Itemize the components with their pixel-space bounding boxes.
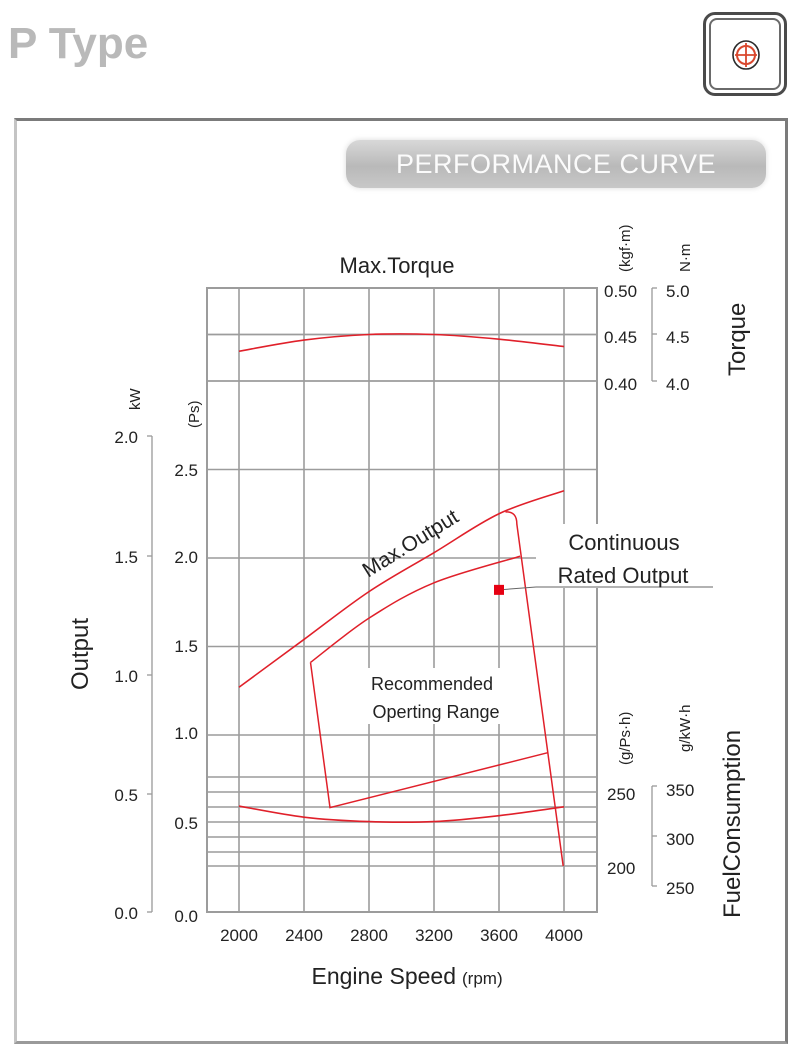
fuel-curve bbox=[238, 805, 565, 824]
max-output-curve bbox=[238, 489, 565, 688]
torque-unit-nm: N·m bbox=[677, 244, 694, 272]
axes bbox=[147, 287, 657, 913]
fuel-unit-gpsh: (g/Ps·h) bbox=[617, 712, 634, 765]
rated-point-marker bbox=[494, 584, 504, 595]
range-lower-boundary bbox=[309, 662, 548, 809]
kw-tick-0-0: 0.0 bbox=[114, 904, 138, 923]
page-title: P Type bbox=[8, 19, 149, 68]
plot-border bbox=[206, 287, 598, 913]
performance-curve-banner: PERFORMANCE CURVE bbox=[346, 140, 766, 188]
rated-label-line2: Rated Output bbox=[558, 563, 689, 588]
x-tick-2400: 2400 bbox=[285, 926, 323, 945]
torque-nm-tick-40: 4.0 bbox=[666, 375, 690, 394]
output-unit-kw: kW bbox=[127, 388, 144, 411]
x-tick-4000: 4000 bbox=[545, 926, 583, 945]
range-label-line2: Operting Range bbox=[372, 702, 499, 722]
range-label-line1: Recommended bbox=[371, 674, 493, 694]
x-tick-2800: 2800 bbox=[350, 926, 388, 945]
torque-tick-045: 0.45 bbox=[604, 328, 637, 347]
x-tick-3600: 3600 bbox=[480, 926, 518, 945]
ps-tick-2-5: 2.5 bbox=[174, 461, 198, 480]
ps-tick-0-5: 0.5 bbox=[174, 814, 198, 833]
torque-heading: Max.Torque bbox=[340, 253, 455, 278]
fuel-axis-label: FuelConsumption bbox=[719, 730, 746, 918]
kw-tick-2-0: 2.0 bbox=[114, 428, 138, 447]
fuel-tick-250: 250 bbox=[607, 785, 635, 804]
x-axis-label: Engine Speed bbox=[311, 963, 456, 989]
output-axis-label: Output bbox=[67, 618, 94, 690]
ps-tick-1-5: 1.5 bbox=[174, 637, 198, 656]
kw-tick-1-5: 1.5 bbox=[114, 548, 138, 567]
torque-unit-kgfm: (kgf·m) bbox=[617, 225, 634, 273]
fuel-tick-200: 200 bbox=[607, 859, 635, 878]
fuel-kwh-tick-300: 300 bbox=[666, 830, 694, 849]
x-tick-3200: 3200 bbox=[415, 926, 453, 945]
ps-tick-0-0: 0.0 bbox=[174, 907, 198, 926]
crosshair-button[interactable] bbox=[703, 12, 787, 96]
x-tick-2000: 2000 bbox=[220, 926, 258, 945]
range-label-bg bbox=[350, 668, 525, 724]
torque-nm-tick-50: 5.0 bbox=[666, 282, 690, 301]
fuel-kwh-tick-250: 250 bbox=[666, 879, 694, 898]
rated-label-bg bbox=[536, 524, 712, 588]
torque-axis-label: Torque bbox=[724, 303, 751, 376]
kw-tick-1-0: 1.0 bbox=[114, 667, 138, 686]
rated-leader-line bbox=[498, 586, 537, 591]
x-axis-unit: (rpm) bbox=[462, 969, 503, 988]
range-outer-limit bbox=[505, 511, 564, 867]
ps-tick-1-0: 1.0 bbox=[174, 724, 198, 743]
output-unit-ps: (Ps) bbox=[186, 401, 203, 429]
grid bbox=[206, 287, 598, 913]
fuel-kwh-tick-350: 350 bbox=[666, 781, 694, 800]
torque-tick-050: 0.50 bbox=[604, 282, 637, 301]
torque-nm-tick-45: 4.5 bbox=[666, 328, 690, 347]
ps-tick-2-0: 2.0 bbox=[174, 548, 198, 567]
kw-tick-0-5: 0.5 bbox=[114, 786, 138, 805]
chart-frame bbox=[14, 118, 788, 1044]
fuel-unit-gkwh: g/kW·h bbox=[677, 704, 694, 752]
range-upper-boundary bbox=[310, 555, 521, 664]
rated-label-line1: Continuous bbox=[568, 530, 679, 555]
curves bbox=[238, 333, 713, 867]
torque-curve bbox=[238, 333, 565, 353]
torque-tick-040: 0.40 bbox=[604, 375, 637, 394]
